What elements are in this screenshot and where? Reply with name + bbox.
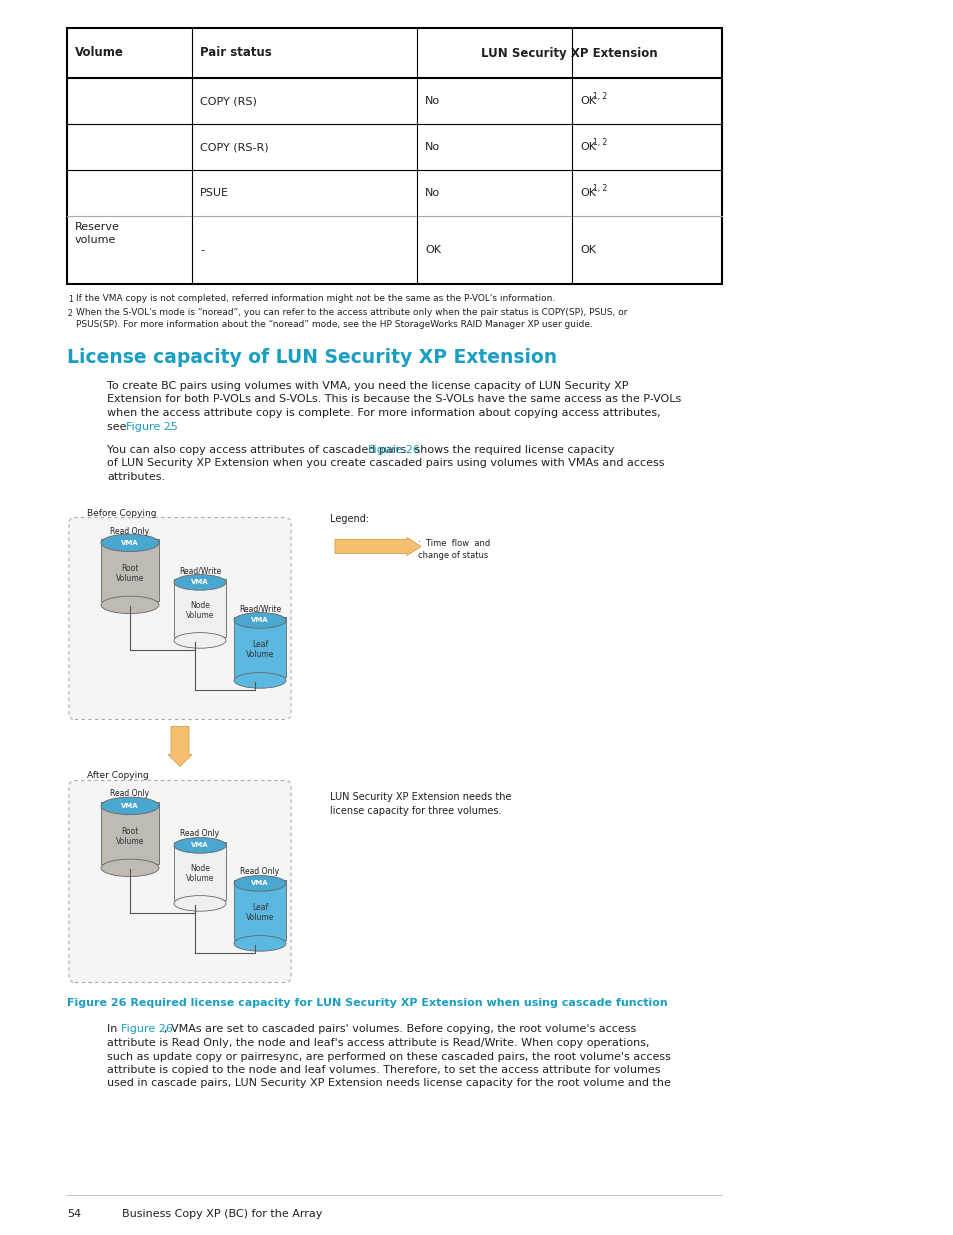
- Text: 1, 2: 1, 2: [593, 184, 607, 193]
- Text: Volume: Volume: [186, 874, 214, 883]
- Text: If the VMA copy is not completed, referred information might not be the same as : If the VMA copy is not completed, referr…: [76, 294, 555, 303]
- Text: OK: OK: [579, 142, 596, 152]
- Text: COPY (RS-R): COPY (RS-R): [200, 142, 269, 152]
- Text: No: No: [424, 188, 439, 198]
- Text: when the access attribute copy is complete. For more information about copying a: when the access attribute copy is comple…: [107, 408, 659, 417]
- Text: -: -: [200, 245, 204, 254]
- FancyBboxPatch shape: [69, 517, 291, 720]
- Text: Volume: Volume: [246, 914, 274, 923]
- Bar: [173, 578, 226, 636]
- Text: VMA: VMA: [251, 618, 269, 624]
- Ellipse shape: [173, 632, 226, 648]
- Text: LUN Security XP Extension: LUN Security XP Extension: [480, 47, 658, 59]
- Text: No: No: [424, 142, 439, 152]
- Text: You can also copy access attributes of cascaded pairs.: You can also copy access attributes of c…: [107, 445, 413, 454]
- Text: Leaf: Leaf: [252, 903, 268, 913]
- Text: VMA: VMA: [121, 803, 139, 809]
- Text: Read Only: Read Only: [111, 526, 150, 536]
- Ellipse shape: [101, 535, 159, 552]
- Text: such as update copy or pairresync, are performed on these cascaded pairs, the ro: such as update copy or pairresync, are p…: [107, 1051, 670, 1062]
- Text: Read/Write: Read/Write: [178, 567, 221, 576]
- Text: shows the required license capacity: shows the required license capacity: [411, 445, 614, 454]
- Text: Figure 26: Figure 26: [121, 1025, 172, 1035]
- Text: :  Time  flow  and: : Time flow and: [417, 540, 490, 548]
- FancyBboxPatch shape: [69, 781, 291, 983]
- Text: Before Copying: Before Copying: [87, 509, 156, 517]
- Text: VMA: VMA: [251, 881, 269, 887]
- Text: OK: OK: [579, 245, 596, 254]
- Text: OK: OK: [424, 245, 440, 254]
- Ellipse shape: [233, 936, 286, 951]
- Text: 2: 2: [68, 309, 72, 317]
- Text: Business Copy XP (BC) for the Array: Business Copy XP (BC) for the Array: [122, 1209, 322, 1219]
- Text: attribute is copied to the node and leaf volumes. Therefore, to set the access a: attribute is copied to the node and leaf…: [107, 1065, 659, 1074]
- Text: Root: Root: [121, 826, 138, 836]
- Text: PSUE: PSUE: [200, 188, 229, 198]
- Bar: [101, 802, 159, 863]
- Text: VMA: VMA: [121, 540, 139, 546]
- Text: .: .: [169, 421, 172, 431]
- Ellipse shape: [233, 613, 286, 629]
- Text: Read Only: Read Only: [240, 867, 279, 877]
- Text: Node: Node: [190, 864, 210, 873]
- FancyArrow shape: [335, 537, 420, 556]
- Text: , VMAs are set to cascaded pairs' volumes. Before copying, the root volume's acc: , VMAs are set to cascaded pairs' volume…: [164, 1025, 636, 1035]
- Ellipse shape: [101, 797, 159, 815]
- Text: 1, 2: 1, 2: [593, 91, 607, 100]
- Text: Pair status: Pair status: [200, 47, 272, 59]
- Text: Volume: Volume: [246, 651, 274, 659]
- Text: LUN Security XP Extension needs the
license capacity for three volumes.: LUN Security XP Extension needs the lice…: [330, 792, 511, 815]
- Text: VMA: VMA: [191, 842, 209, 848]
- Ellipse shape: [173, 574, 226, 590]
- Text: Node: Node: [190, 601, 210, 610]
- Text: VMA: VMA: [191, 579, 209, 585]
- Text: used in cascade pairs, LUN Security XP Extension needs license capacity for the : used in cascade pairs, LUN Security XP E…: [107, 1078, 670, 1088]
- Bar: [101, 538, 159, 600]
- Ellipse shape: [101, 597, 159, 614]
- Text: 54: 54: [67, 1209, 81, 1219]
- Text: COPY (RS): COPY (RS): [200, 96, 256, 106]
- Text: Read/Write: Read/Write: [238, 604, 281, 614]
- Text: attribute is Read Only, the node and leaf's access attribute is Read/Write. When: attribute is Read Only, the node and lea…: [107, 1037, 649, 1049]
- Text: To create BC pairs using volumes with VMA, you need the license capacity of LUN : To create BC pairs using volumes with VM…: [107, 382, 628, 391]
- Text: Extension for both P-VOLs and S-VOLs. This is because the S-VOLs have the same a: Extension for both P-VOLs and S-VOLs. Th…: [107, 394, 680, 405]
- Text: Read Only: Read Only: [180, 830, 219, 839]
- Text: OK: OK: [579, 188, 596, 198]
- Text: change of status: change of status: [417, 552, 488, 561]
- FancyArrow shape: [168, 726, 192, 767]
- Ellipse shape: [173, 895, 226, 911]
- Text: Leaf: Leaf: [252, 640, 268, 650]
- Text: PSUS(SP). For more information about the “noread” mode, see the HP StorageWorks : PSUS(SP). For more information about the…: [76, 320, 592, 329]
- Text: After Copying: After Copying: [87, 772, 149, 781]
- Ellipse shape: [173, 837, 226, 853]
- Text: 1: 1: [68, 295, 72, 304]
- Text: Reserve
volume: Reserve volume: [75, 222, 120, 246]
- Text: Figure 25: Figure 25: [126, 421, 177, 431]
- Text: of LUN Security XP Extension when you create cascaded pairs using volumes with V: of LUN Security XP Extension when you cr…: [107, 458, 664, 468]
- Text: No: No: [424, 96, 439, 106]
- Text: Volume: Volume: [186, 611, 214, 620]
- Bar: [173, 841, 226, 899]
- Ellipse shape: [233, 673, 286, 688]
- Text: Root: Root: [121, 563, 138, 573]
- Text: When the S-VOL's mode is “noread”, you can refer to the access attribute only wh: When the S-VOL's mode is “noread”, you c…: [76, 308, 627, 317]
- Text: Volume: Volume: [115, 573, 144, 583]
- Bar: [233, 879, 286, 940]
- Bar: [67, 28, 721, 284]
- Text: In: In: [107, 1025, 121, 1035]
- Text: License capacity of LUN Security XP Extension: License capacity of LUN Security XP Exte…: [67, 348, 557, 367]
- Ellipse shape: [101, 860, 159, 877]
- Text: Volume: Volume: [75, 47, 124, 59]
- Text: Legend:: Legend:: [330, 514, 369, 524]
- Text: 1, 2: 1, 2: [593, 137, 607, 147]
- Text: see: see: [107, 421, 130, 431]
- Ellipse shape: [233, 876, 286, 892]
- Bar: [233, 616, 286, 677]
- Text: Volume: Volume: [115, 836, 144, 846]
- Text: attributes.: attributes.: [107, 472, 165, 482]
- Text: Figure 26: Figure 26: [368, 445, 419, 454]
- Text: Figure 26 Required license capacity for LUN Security XP Extension when using cas: Figure 26 Required license capacity for …: [67, 999, 667, 1009]
- Text: Read Only: Read Only: [111, 789, 150, 799]
- Text: OK: OK: [579, 96, 596, 106]
